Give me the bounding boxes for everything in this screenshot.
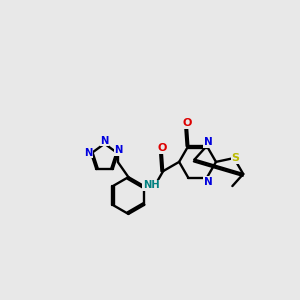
Text: N: N xyxy=(100,136,109,146)
Text: N: N xyxy=(84,148,92,158)
Text: O: O xyxy=(182,118,192,128)
Text: S: S xyxy=(231,153,239,164)
Text: O: O xyxy=(157,143,167,153)
Text: N: N xyxy=(114,146,123,155)
Text: N: N xyxy=(204,177,213,187)
Text: N: N xyxy=(204,137,213,147)
Text: NH: NH xyxy=(143,180,159,190)
